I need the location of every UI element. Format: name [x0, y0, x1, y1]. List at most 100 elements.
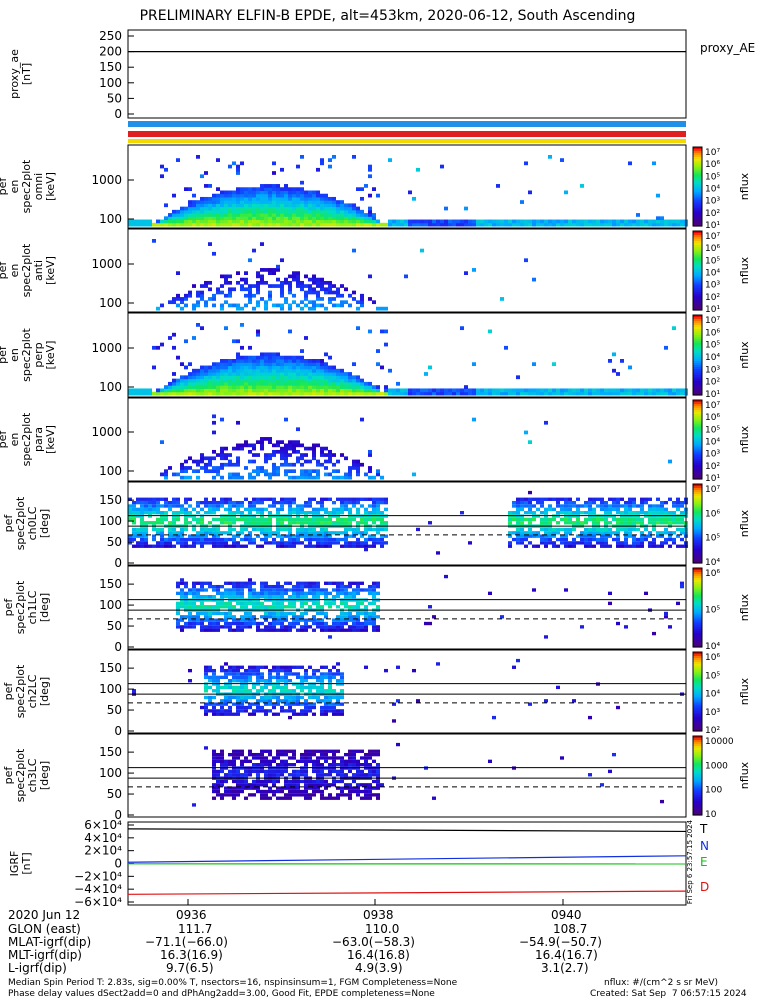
- pitch-cell: [276, 584, 280, 589]
- spectrogram-cell: [228, 388, 232, 393]
- pitch-cell: [680, 517, 684, 522]
- pitch-cell: [232, 752, 236, 757]
- colorbar-segment: [693, 421, 702, 425]
- pitch-cell: [272, 769, 276, 774]
- spectrogram-cell: [320, 385, 324, 389]
- pitch-cell: [288, 689, 292, 693]
- pitch-cell: [240, 699, 244, 703]
- spectrogram-cell: [324, 287, 328, 292]
- pitch-cell: [328, 763, 332, 767]
- spectrogram-cell: [296, 271, 300, 275]
- colorbar-segment: [693, 721, 702, 724]
- pitch-cell: [228, 699, 232, 703]
- pitch-cell: [280, 621, 284, 626]
- spectrogram-cell: [636, 219, 640, 224]
- spectrogram-cell: [340, 453, 344, 457]
- spectrogram-cell: [316, 385, 320, 389]
- spectrogram-cell: [580, 222, 584, 227]
- pitch-cell: [276, 702, 280, 706]
- pitch-cell: [328, 699, 332, 703]
- pitch-cell: [220, 756, 224, 760]
- pitch-cell: [296, 695, 300, 700]
- pitch-cell: [176, 621, 180, 626]
- pitch-cell: [184, 511, 188, 515]
- spectrogram-cell: [224, 216, 228, 221]
- pitch-cell: [512, 511, 516, 515]
- pitch-cell: [212, 702, 216, 706]
- pitch-cell: [636, 527, 640, 532]
- colorbar-segment: [693, 206, 702, 209]
- pitch-cell: [672, 504, 676, 508]
- pitch-cell: [296, 618, 300, 622]
- pitch-cell: [240, 595, 244, 599]
- spectrogram-cell: [232, 365, 236, 370]
- spectrogram-cell: [184, 213, 188, 217]
- spectrogram-cell: [308, 306, 312, 311]
- spectrogram-cell: [288, 187, 292, 191]
- spectrogram-cell: [256, 472, 260, 477]
- pitch-cell: [140, 507, 144, 512]
- colorbar-segment: [693, 511, 702, 515]
- pitch-cell: [232, 534, 236, 538]
- pitch-cell: [304, 531, 308, 535]
- pitch-cell: [224, 793, 228, 797]
- spectrogram-cell: [192, 385, 196, 389]
- pitch-cell: [176, 500, 180, 505]
- pitch-cell: [460, 511, 464, 515]
- pitch-cell: [424, 621, 428, 626]
- spectrogram-cell: [232, 193, 236, 198]
- spectrogram-cell: [220, 203, 224, 208]
- pitch-cell: [528, 507, 532, 512]
- pitch-cell: [320, 709, 324, 713]
- spectrogram-cell: [380, 329, 384, 334]
- spectrogram-cell: [356, 209, 360, 214]
- pitch-cell: [248, 500, 252, 505]
- spectrogram-cell: [368, 297, 372, 301]
- pitch-cell: [288, 749, 292, 753]
- pitch-cell: [516, 537, 520, 542]
- pitch-cell: [632, 517, 636, 522]
- spectrogram-cell: [292, 293, 296, 298]
- spectrogram-cell: [300, 280, 304, 285]
- spectrogram-cell: [288, 200, 292, 204]
- colorbar-segment: [693, 639, 702, 642]
- spectrogram-cell: [360, 378, 364, 383]
- spectrogram-cell: [648, 391, 652, 396]
- pitch-cell: [276, 685, 280, 690]
- pitch-cell: [292, 665, 296, 669]
- spectrogram-cell: [280, 362, 284, 367]
- pitch-cell: [236, 779, 240, 784]
- pitch-cell: [272, 789, 276, 794]
- pitch-cell: [240, 517, 244, 522]
- pitch-cell: [248, 595, 252, 599]
- pitch-cell: [676, 500, 680, 505]
- spectrogram-cell: [344, 216, 348, 221]
- spectrogram-cell: [272, 190, 276, 195]
- pitch-cell: [244, 759, 248, 764]
- pitch-cell: [220, 749, 224, 753]
- pitch-cell: [188, 618, 192, 622]
- pitch-cell: [216, 500, 220, 505]
- pitch-cell: [228, 497, 232, 501]
- colorbar-segment: [693, 429, 702, 433]
- pitch-cell: [552, 531, 556, 535]
- spectrogram-cell: [632, 388, 636, 393]
- spectrogram-cell: [256, 385, 260, 389]
- spectrogram-cell: [312, 209, 316, 214]
- spectrogram-cell: [300, 372, 304, 376]
- spectrogram-cell: [296, 368, 300, 373]
- spectrogram-cell: [656, 222, 660, 227]
- colorbar-segment: [693, 537, 702, 540]
- pitch-cell: [244, 534, 248, 538]
- spectrogram-cell: [240, 355, 244, 360]
- colorbar-segment: [693, 681, 702, 685]
- spectrogram-cell: [464, 206, 468, 211]
- spectrogram-cell: [464, 271, 468, 275]
- pitch-cell: [580, 541, 584, 545]
- spectrogram-cell: [328, 216, 332, 221]
- spectrogram-cell: [264, 368, 268, 373]
- spectrogram-cell: [336, 206, 340, 211]
- pitch-cell: [652, 541, 656, 545]
- pitch-cell: [316, 783, 320, 787]
- pitch-cell: [528, 497, 532, 501]
